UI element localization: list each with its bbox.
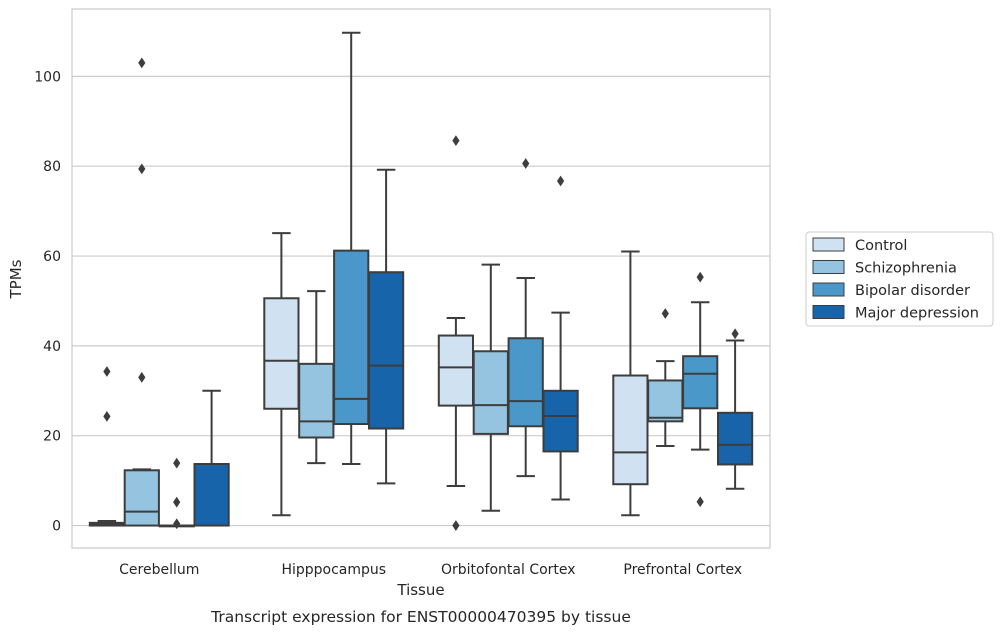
outlier-point — [696, 496, 704, 508]
outlier-point — [138, 163, 146, 175]
legend-label: Major depression — [855, 306, 979, 322]
outlier-point — [103, 410, 111, 422]
box-group — [298, 290, 335, 465]
box — [367, 271, 405, 430]
outlier-point — [173, 496, 181, 508]
legend: Control Schizophrenia Bipolar disorder Majo… — [805, 231, 994, 327]
outlier-point — [173, 457, 181, 469]
outlier-point — [103, 366, 111, 377]
box-group — [647, 308, 684, 448]
chart-title: Transcript expression for ENST0000047039… — [210, 608, 631, 626]
box — [612, 374, 649, 486]
legend-swatch — [812, 260, 845, 274]
outlier-point — [138, 371, 146, 383]
x-axis-label: Tissue — [396, 581, 444, 599]
box-group — [716, 328, 754, 490]
legend-label: Schizophrenia — [855, 261, 957, 277]
legend-swatch — [812, 282, 845, 297]
legend-label: Bipolar disorder — [855, 283, 970, 299]
box — [507, 337, 544, 428]
outlier-point — [696, 271, 704, 283]
outlier-point — [138, 57, 146, 69]
legend-frame — [805, 231, 994, 327]
x-tick-label: Cerebellum — [119, 562, 199, 578]
y-tick-label: 60 — [43, 249, 61, 265]
y-tick-label: 20 — [43, 429, 61, 445]
x-tick-labels: Cerebellum Hipppocampus Orbitofontal Corte… — [119, 562, 742, 578]
outlier-point — [173, 518, 181, 530]
box-group — [123, 57, 160, 527]
box-group — [193, 389, 230, 527]
y-tick-labels: 0 20 40 60 80 100 — [34, 69, 61, 534]
box — [542, 389, 579, 453]
box — [263, 297, 300, 410]
x-tick-label: Orbitofontal Cortex — [441, 562, 576, 578]
box-group — [472, 263, 509, 512]
y-axis-label: TPMs — [7, 259, 25, 299]
box-group — [333, 31, 370, 466]
box — [333, 249, 370, 426]
box — [298, 362, 335, 439]
outlier-point — [452, 135, 460, 147]
x-tick-label: Prefrontal Cortex — [623, 562, 742, 578]
box — [647, 379, 684, 423]
box — [193, 463, 230, 527]
box-group — [437, 135, 475, 531]
boxes-layer — [88, 31, 754, 531]
box — [716, 411, 754, 466]
outlier-point — [452, 520, 460, 531]
x-tick-label: Hipppocampus — [281, 562, 386, 578]
y-tick-label: 80 — [43, 159, 61, 175]
box-group — [682, 271, 719, 508]
legend-swatch — [812, 305, 845, 319]
outlier-point — [557, 175, 565, 187]
box-group — [507, 158, 544, 478]
plot-area-frame — [71, 8, 771, 549]
box-group — [612, 250, 649, 517]
box-group — [263, 232, 300, 517]
box — [472, 350, 509, 435]
box — [123, 469, 160, 527]
legend-label: Control — [855, 238, 907, 254]
outlier-point — [522, 158, 530, 169]
box-group — [542, 175, 579, 501]
outlier-point — [661, 308, 669, 319]
box — [682, 355, 719, 410]
y-tick-label: 40 — [43, 339, 61, 355]
y-tick-label: 100 — [34, 69, 61, 85]
outlier-point — [731, 328, 739, 340]
legend-swatch — [812, 237, 845, 252]
box-group — [367, 168, 405, 485]
y-tick-label: 0 — [52, 519, 61, 535]
box — [437, 334, 475, 407]
